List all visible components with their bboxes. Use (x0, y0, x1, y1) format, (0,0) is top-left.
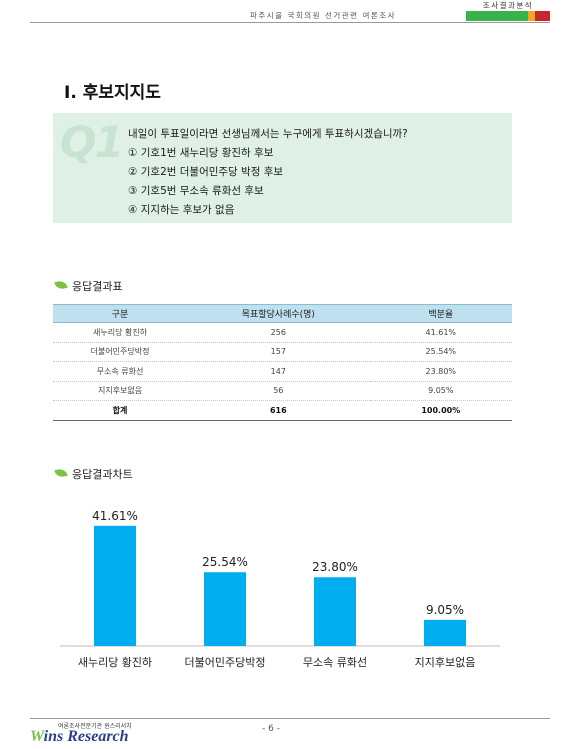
results-table-heading: 응답결과표 (72, 280, 123, 293)
question-box (53, 113, 512, 223)
table-header-row: 구분 목표할당사례수(명) 백분율 (53, 304, 512, 323)
footer-org-line: 여론조사전문기관 윈스리서치 (58, 723, 132, 730)
chart-category-label: 새누리당 황진하 (78, 655, 152, 669)
page-number: - 6 - (262, 724, 280, 734)
question-number-watermark: Q1 (60, 118, 125, 168)
table-cell: 지지후보없음 (53, 381, 188, 401)
table-cell: 합계 (53, 400, 188, 421)
chart-data-label: 41.61% (92, 509, 138, 523)
header-survey-title: 파주시을 국회의원 선거관련 여론조사 (250, 11, 397, 20)
table-cell: 256 (187, 322, 370, 343)
column-header: 목표할당사례수(명) (187, 304, 370, 323)
header-divider (30, 22, 550, 23)
table-cell: 56 (187, 381, 370, 401)
question-option-1: ① 기호1번 새누리당 황진하 후보 (128, 147, 274, 159)
chart-bar (204, 572, 246, 646)
table-total-row: 합계 616 100.00% (53, 400, 512, 421)
table-cell: 41.61% (369, 322, 512, 343)
question-option-4: ④ 지지하는 후보가 없음 (128, 204, 235, 216)
question-option-3: ③ 기호5번 무소속 류화선 후보 (128, 185, 264, 197)
results-bar-chart: 41.61% 새누리당 황진하 25.54% 더불어민주당박정 23.80% 무소속 류화… (60, 509, 500, 669)
table-cell: 더불어민주당박정 (53, 342, 188, 362)
chart-category-label: 지지후보없음 (415, 656, 476, 669)
question-option-2: ② 기호2번 더불어민주당 박정 후보 (128, 166, 284, 178)
table-cell: 157 (187, 342, 370, 362)
footer-logo-initial: W (30, 728, 44, 745)
chart-data-label: 9.05% (426, 603, 464, 617)
table-cell: 147 (187, 361, 370, 382)
table-row: 지지후보없음 56 9.05% (53, 381, 512, 401)
header-section-tab: 조사결과분석 (482, 1, 534, 10)
table-cell: 새누리당 황진하 (53, 322, 188, 343)
table-row: 새누리당 황진하 256 41.61% (53, 322, 512, 343)
chart-bar (94, 525, 136, 646)
chart-heading: 응답결과차트 (72, 468, 133, 481)
column-header: 구분 (53, 304, 188, 323)
table-cell: 23.80% (369, 361, 512, 382)
table-row: 무소속 류화선 147 23.80% (53, 361, 512, 382)
header-color-bar-orange (528, 11, 535, 21)
chart-category-label: 무소속 류화선 (303, 656, 367, 669)
chart-data-label: 23.80% (312, 560, 358, 574)
footer-logo: Wins Research (30, 728, 129, 746)
table-cell: 무소속 류화선 (53, 361, 188, 382)
table-cell: 9.05% (369, 381, 512, 401)
footer-logo-name: ins Research (43, 728, 129, 745)
header-color-bar-red (535, 11, 550, 21)
table-cell: 616 (187, 400, 370, 421)
chart-category-label: 더불어민주당박정 (185, 656, 266, 669)
column-header: 백분율 (369, 304, 512, 323)
question-text: 내일이 투표일이라면 선생님께서는 누구에게 투표하시겠습니까? (128, 128, 408, 140)
table-cell: 100.00% (369, 400, 512, 421)
chart-bar (314, 577, 356, 646)
table-cell: 25.54% (369, 342, 512, 362)
header-color-bar-green (466, 11, 528, 21)
chart-data-label: 25.54% (202, 555, 248, 569)
results-table: 구분 목표할당사례수(명) 백분율 새누리당 황진하 256 41.61% 더불… (53, 304, 512, 421)
chart-bar (424, 619, 466, 646)
leaf-icon (54, 467, 68, 479)
leaf-icon (54, 279, 68, 291)
section-title: Ⅰ. 후보지지도 (64, 83, 161, 103)
footer-divider (30, 718, 550, 719)
table-row: 더불어민주당박정 157 25.54% (53, 342, 512, 362)
